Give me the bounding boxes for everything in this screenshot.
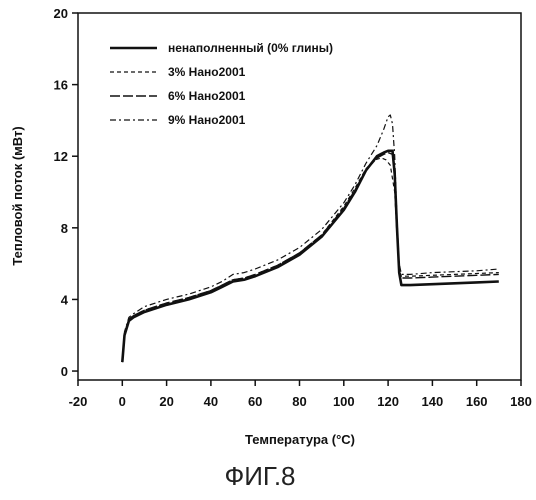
legend-label: ненаполненный (0% глины): [168, 41, 333, 55]
x-tick-label: 100: [333, 394, 355, 409]
y-tick-label: 16: [54, 78, 68, 93]
x-tick-label: -20: [69, 394, 88, 409]
x-tick-label: 60: [248, 394, 262, 409]
y-tick-label: 4: [61, 292, 69, 307]
x-tick-label: 20: [159, 394, 173, 409]
legend-label: 6% Нано2001: [168, 89, 246, 103]
legend: ненаполненный (0% глины) 3% Нано2001 6% На…: [110, 41, 333, 127]
x-tick-label: 140: [422, 394, 444, 409]
x-tick-label: 180: [510, 394, 532, 409]
figure-caption: ФИГ.8: [224, 461, 295, 491]
y-axis-ticks: 0 4 8 12 16 20: [54, 6, 78, 379]
y-tick-label: 0: [61, 364, 68, 379]
x-axis-ticks: -20 0 20 40 60 80 100 120 140 160 180: [69, 380, 532, 409]
x-axis-title: Температура (°C): [245, 432, 355, 447]
series-line-1: [122, 151, 499, 362]
y-tick-label: 8: [61, 221, 68, 236]
legend-label: 3% Нано2001: [168, 65, 246, 79]
series-lines: [122, 115, 499, 362]
series-line-2: [122, 158, 499, 362]
y-tick-label: 20: [54, 6, 68, 21]
legend-label: 9% Нано2001: [168, 113, 246, 127]
plot-frame: [78, 13, 521, 380]
y-tick-label: 12: [54, 149, 68, 164]
x-tick-label: 0: [119, 394, 126, 409]
y-axis-title: Тепловой поток (мВт): [10, 126, 25, 265]
x-tick-label: 40: [204, 394, 218, 409]
series-line-4: [122, 115, 499, 362]
x-tick-label: 80: [292, 394, 306, 409]
x-tick-label: 120: [377, 394, 399, 409]
x-tick-label: 160: [466, 394, 488, 409]
series-line-3: [122, 153, 499, 363]
